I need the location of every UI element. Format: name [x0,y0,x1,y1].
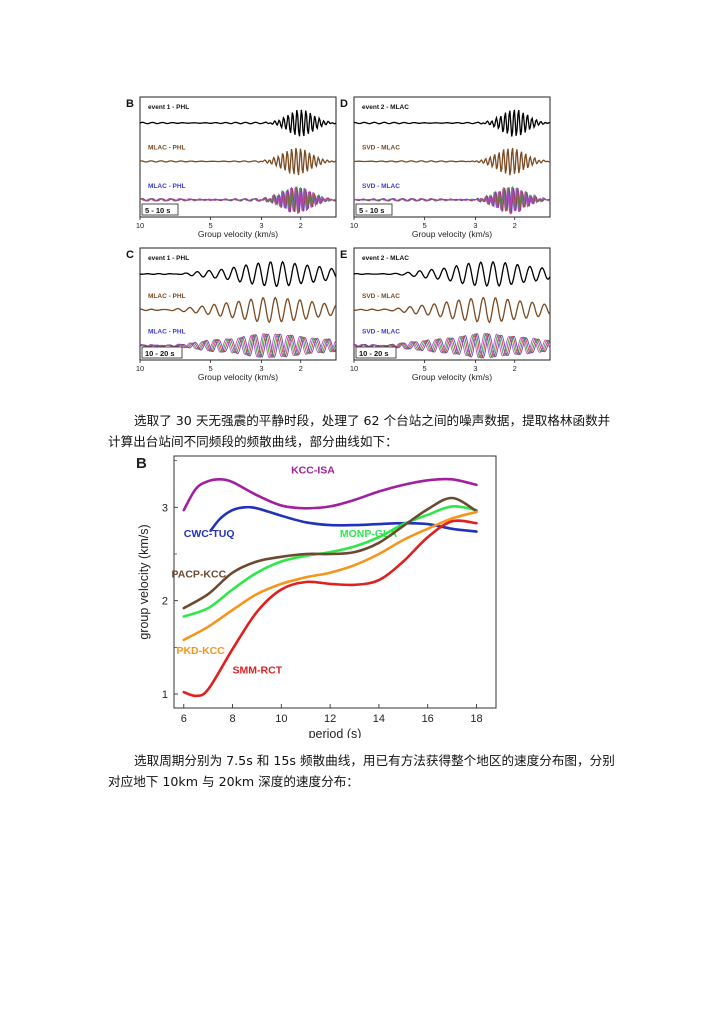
mixed-trace [353,187,551,214]
trace-label: event 2 - MLAC [362,104,409,111]
series-label: MONP-GLA [340,528,398,540]
x-tick-label: 16 [422,713,434,725]
mixed-trace [353,332,551,359]
trace-label: event 1 - PHL [148,104,189,111]
x-tick-label: 14 [373,713,385,725]
y-tick-label: 3 [162,502,168,514]
x-tick-label: 8 [229,713,235,725]
tick-label: 3 [259,221,263,230]
x-axis-label: period (s) [309,727,362,738]
band-label: 5 - 10 s [359,206,384,215]
x-tick-label: 6 [181,713,187,725]
x-tick-label: 12 [324,713,336,725]
ambient-trace [139,147,337,176]
panel-letter: E [340,249,347,261]
x-tick-label: 18 [470,713,482,725]
event-trace [139,109,337,137]
tick-label: 10 [136,221,144,230]
tick-label: 5 [422,221,426,230]
event-trace [353,260,551,288]
event-trace [139,260,337,288]
series-label: KCC-ISA [291,465,335,477]
band-box [141,346,183,359]
ambient-trace [140,296,337,324]
trace-label: event 1 - PHL [148,255,189,262]
y-tick-label: 2 [162,596,168,608]
tick-label: 10 [136,364,144,373]
ambient-trace [353,296,551,324]
event-trace [354,109,550,137]
series-line [182,477,478,512]
y-axis-label: group velocity (km/s) [137,524,151,639]
paragraph-2: 选取周期分别为 7.5s 和 15s 频散曲线，用已有方法获得整个地区的速度分布… [108,753,615,789]
tick-label: 2 [513,221,517,230]
paragraph-1: 选取了 30 天无强震的平静时段，处理了 62 个台站之间的噪声数据，提取格林函… [108,413,611,449]
band-box [355,203,393,216]
trace-label: event 2 - MLAC [362,255,409,262]
band-label: 10 - 20 s [359,349,389,358]
tick-label: 10 [350,221,358,230]
axis-label: Group velocity (km/s) [198,372,278,382]
band-label: 5 - 10 s [145,206,170,215]
panel-letter: B [136,455,147,472]
axis-label: Group velocity (km/s) [198,229,278,239]
axis-label: Group velocity (km/s) [412,229,492,239]
series-label: SMM-RCT [233,664,283,676]
tick-label: 2 [299,221,303,230]
band-label: 10 - 20 s [145,349,175,358]
panel-letter: D [340,98,348,110]
series-line [182,505,478,618]
panel-letter: B [126,98,134,110]
tick-label: 5 [208,364,212,373]
series-line [182,496,478,610]
trace-label: SVD - MLAC [362,144,400,151]
tick-label: 5 [422,364,426,373]
series-line [182,510,478,642]
tick-label: 3 [473,221,477,230]
plot-area [173,455,497,709]
trace-label: MLAC - PHL [148,329,186,336]
panel-letter: C [126,249,134,261]
tick-label: 3 [473,364,477,373]
ambient-trace [353,147,551,176]
trace-label: MLAC - PHL [148,144,186,151]
tick-label: 10 [350,364,358,373]
x-tick-label: 10 [275,713,287,725]
mixed-trace [139,187,337,214]
trace-label: SVD - MLAC [362,293,400,300]
series-label: PKD-KCC [176,645,225,657]
band-box [355,346,397,359]
mixed-trace [140,333,337,359]
y-tick-label: 1 [162,689,168,701]
tick-label: 2 [513,364,517,373]
axis-label: Group velocity (km/s) [412,372,492,382]
tick-label: 5 [208,221,212,230]
trace-label: SVD - MLAC [362,183,400,190]
tick-label: 2 [299,364,303,373]
series-label: PACP-KCC [172,568,227,580]
tick-label: 3 [259,364,263,373]
series-line [182,519,478,698]
series-label: CWC-TUQ [184,528,235,540]
trace-label: MLAC - PHL [148,183,186,190]
series-line [209,505,478,533]
band-box [141,203,179,216]
trace-label: SVD - MLAC [362,329,400,336]
panel-frame [353,247,551,361]
trace-label: MLAC - PHL [148,293,186,300]
